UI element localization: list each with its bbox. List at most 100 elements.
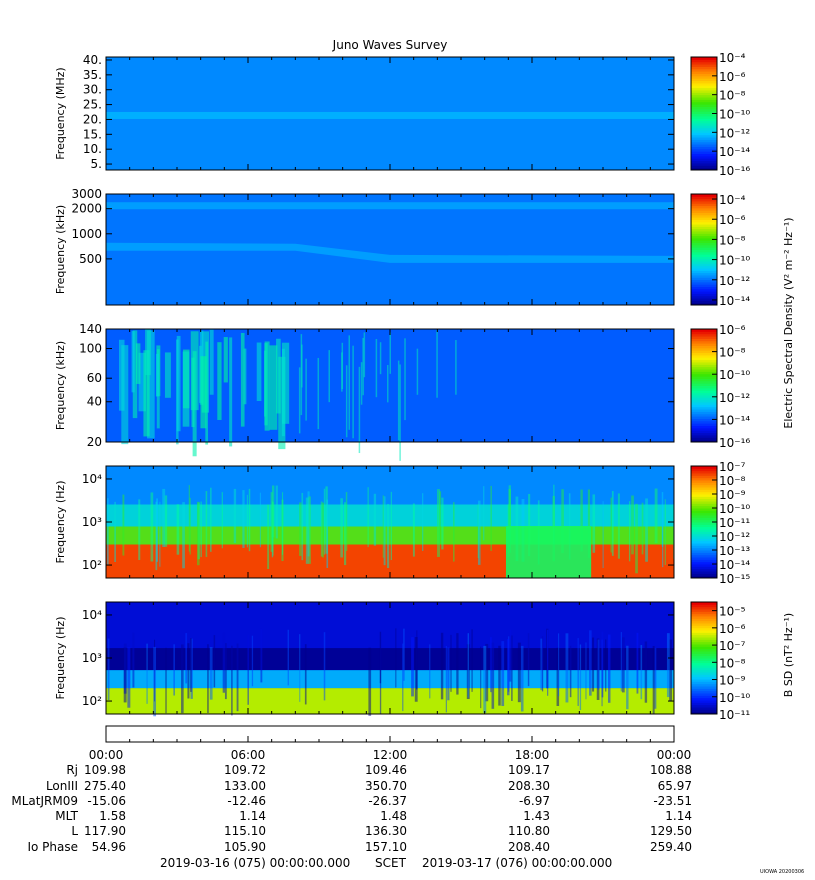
colorbar-swatch	[691, 242, 717, 246]
colorbar-swatch	[691, 418, 717, 422]
electric-colorbar-label-text: Electric Spectral Density (V² m⁻² Hz⁻¹)	[782, 217, 795, 428]
colorbar-tick-label: 10⁻⁸	[719, 233, 746, 247]
texture-stripe	[664, 499, 666, 565]
y-tick-label: 10⁴	[82, 472, 102, 486]
colorbar-swatch	[691, 427, 717, 431]
colorbar-swatch	[691, 291, 717, 294]
texture-stripe	[107, 498, 109, 565]
colorbar-swatch	[691, 343, 717, 346]
texture-stripe	[652, 645, 655, 714]
texture-stripe	[242, 490, 245, 548]
colorbar-swatch	[691, 695, 717, 699]
colorbar-tick-label: 10⁻¹²	[719, 530, 750, 544]
colorbar-swatch	[691, 73, 717, 77]
colorbar-swatch	[691, 331, 717, 335]
colorbar-swatch	[691, 281, 717, 285]
texture-stripe	[611, 491, 614, 556]
colorbar-swatch	[691, 690, 717, 694]
y-tick-label: 35.	[83, 68, 102, 82]
colorbar-swatch	[691, 552, 717, 556]
spectrogram-panels: 5.10.15.20.25.30.35.40. Frequency (MHz) 10…	[54, 51, 750, 722]
texture-stripe	[411, 637, 414, 697]
colorbar-frame	[690, 193, 718, 306]
colorbar-tick-label: 10⁻⁸	[719, 346, 746, 360]
colorbar-swatch	[691, 387, 717, 391]
y-tick-label: 2000	[71, 202, 102, 216]
colorbar-swatch	[691, 571, 717, 574]
colorbar-swatch	[691, 295, 717, 299]
burst-stripe	[317, 357, 320, 430]
colorbar-swatch	[691, 210, 717, 213]
time-tick-label: 00:00	[89, 748, 124, 762]
texture-stripe	[210, 487, 212, 552]
texture-stripe	[640, 645, 643, 700]
texture-stripe	[150, 492, 154, 562]
colorbar-tick-label: 10⁻¹¹	[719, 516, 750, 530]
y-tick-label: 10.	[83, 142, 102, 156]
texture-stripe	[233, 488, 237, 543]
texture-stripe	[132, 632, 135, 688]
colorbar-swatch	[691, 473, 717, 476]
ephemeris-label: MLT	[55, 809, 78, 823]
colorbar-tick-label: 10⁻⁵	[719, 605, 746, 619]
colorbar-swatch	[691, 564, 717, 567]
magnetic-colorbar-label: B SD (nT² Hz⁻¹)	[782, 613, 795, 697]
ephemeris-value: 110.80	[508, 824, 550, 838]
texture-stripe	[565, 633, 569, 703]
colorbar-swatch	[691, 357, 717, 361]
colorbar-swatch	[691, 700, 717, 703]
ephemeris-value: -23.51	[653, 794, 692, 808]
texture-stripe	[556, 647, 560, 706]
colorbar-swatch	[691, 279, 717, 283]
colorbar-tick-label: 10⁻¹²	[719, 391, 750, 405]
colorbar-swatch	[691, 71, 717, 74]
burst-stripe	[387, 365, 389, 403]
burst-stripe	[205, 341, 209, 445]
texture-stripe	[320, 501, 323, 557]
colorbar-swatch	[691, 674, 717, 678]
colorbar-swatch	[691, 224, 717, 227]
texture-stripe	[287, 629, 289, 686]
colorbar-swatch	[691, 707, 717, 710]
texture-stripe	[414, 637, 418, 702]
colorbar-swatch	[691, 75, 717, 79]
texture-stripe	[477, 500, 481, 565]
texture-stripe	[654, 488, 658, 544]
texture-stripe	[181, 644, 184, 714]
colorbar-swatch	[691, 256, 717, 260]
burst-stripe	[281, 348, 285, 437]
texture-stripe	[304, 644, 307, 705]
colorbar-tick-label: 10⁻¹⁰	[719, 108, 750, 122]
texture-stripe	[480, 646, 482, 709]
burst-stripe	[176, 335, 181, 432]
texture-stripe	[270, 492, 273, 552]
burst-stripe	[345, 365, 348, 438]
texture-stripe	[561, 489, 564, 554]
colorbar-tick-label: 10⁻⁶	[719, 323, 746, 337]
y-tick-label: 20.	[83, 112, 102, 126]
colorbar-swatch	[691, 634, 717, 638]
burst-stripe	[243, 348, 247, 405]
colorbar-swatch	[691, 655, 717, 659]
colorbar-swatch	[691, 390, 717, 394]
colorbar-tick-label: 10⁻⁶	[719, 622, 746, 636]
colorbar-swatch	[691, 503, 717, 507]
burst-stripe	[155, 353, 159, 397]
colorbar-swatch	[691, 336, 717, 339]
texture-stripe	[321, 502, 324, 558]
texture-stripe	[501, 641, 505, 707]
colorbar-swatch	[691, 247, 717, 250]
time-axis: 00:00 06:00 12:00 18:00 00:00	[89, 725, 691, 762]
texture-stripe	[445, 645, 447, 713]
colorbar-tick-label: 10⁻⁹	[719, 488, 746, 502]
texture-stripe	[587, 489, 591, 558]
colorbar-swatch	[691, 196, 717, 200]
colorbar-tick-label: 10⁻⁴	[719, 193, 746, 207]
colorbar-swatch	[691, 237, 717, 241]
colorbar-swatch	[691, 207, 717, 211]
texture-stripe	[585, 642, 587, 700]
texture-stripe	[162, 488, 166, 547]
burst-stripe	[305, 358, 307, 421]
texture-stripe	[610, 497, 613, 553]
colorbar-swatch	[691, 59, 717, 63]
